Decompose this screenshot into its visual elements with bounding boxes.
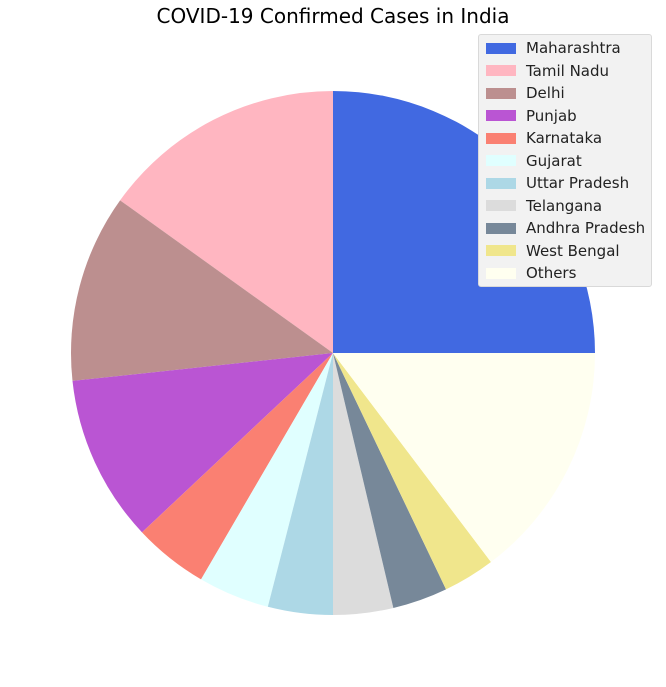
legend-swatch xyxy=(486,267,516,279)
legend-swatch xyxy=(486,177,516,189)
pie-slice-west-bengal xyxy=(333,353,491,590)
chart-title: COVID-19 Confirmed Cases in India xyxy=(156,4,510,28)
legend-swatch xyxy=(486,110,516,121)
legend-item: Gujarat xyxy=(479,150,653,172)
legend-label: Others xyxy=(526,264,577,282)
legend-item: Karnataka xyxy=(479,127,653,149)
legend-item: West Bengal xyxy=(479,240,653,262)
legend-item: Andhra Pradesh xyxy=(479,217,653,239)
legend-label: Delhi xyxy=(526,84,565,102)
pie-slice-delhi xyxy=(70,200,333,381)
legend-item: Maharashtra xyxy=(479,37,653,59)
legend-item: Punjab xyxy=(479,105,653,127)
legend-swatch xyxy=(486,245,516,256)
pie-slice-maharashtra xyxy=(333,91,595,353)
legend: Maharashtra Tamil Nadu Delhi Punjab Karnatak… xyxy=(478,34,652,287)
legend-item: Others xyxy=(479,262,653,284)
legend-item: Uttar Pradesh xyxy=(479,172,653,194)
legend-swatch xyxy=(486,155,516,166)
legend-swatch xyxy=(486,222,516,234)
legend-label: Telangana xyxy=(526,196,603,215)
legend-label: Punjab xyxy=(526,106,577,125)
legend-item: Tamil Nadu xyxy=(479,60,653,82)
legend-swatch xyxy=(486,200,516,211)
pie-slice-telangana xyxy=(333,353,394,615)
legend-label: Tamil Nadu xyxy=(526,61,610,80)
legend-item: Delhi xyxy=(479,82,653,104)
legend-swatch xyxy=(486,132,516,144)
pie-slice-uttar-pradesh xyxy=(267,353,333,615)
pie-slice-others xyxy=(333,353,595,563)
legend-label: Maharashtra xyxy=(526,39,621,57)
legend-item: Telangana xyxy=(479,195,653,217)
legend-label: Gujarat xyxy=(526,151,582,170)
legend-label: Karnataka xyxy=(526,129,603,147)
pie-slice-gujarat xyxy=(201,353,333,607)
pie-slice-tamil-nadu xyxy=(120,91,333,353)
pie-slice-punjab xyxy=(72,353,334,533)
legend-swatch xyxy=(486,65,516,76)
legend-swatch xyxy=(486,87,516,99)
pie-slice-andhra-pradesh xyxy=(333,353,447,608)
legend-swatch xyxy=(486,42,516,54)
legend-label: Andhra Pradesh xyxy=(526,219,646,237)
legend-label: West Bengal xyxy=(526,241,620,260)
legend-label: Uttar Pradesh xyxy=(526,174,630,192)
pie-slice-karnataka xyxy=(142,353,333,580)
